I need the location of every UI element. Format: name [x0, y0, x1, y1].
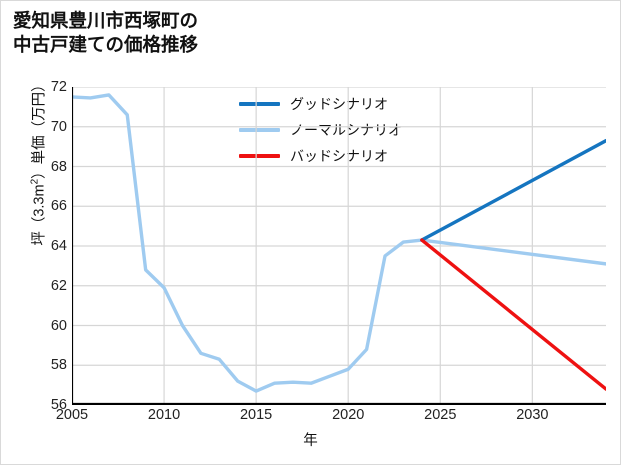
- gridlines: [72, 87, 606, 405]
- y-tick-label: 64: [50, 238, 67, 254]
- y-tick-label: 56: [50, 397, 67, 413]
- x-tick-label: 2020: [332, 407, 365, 423]
- legend-swatch-good: [239, 102, 280, 106]
- y-axis-label-tail: ）単価（万円）: [31, 77, 48, 179]
- y-axis-label-sup: 2: [29, 178, 41, 185]
- x-tick-label: 2030: [516, 407, 549, 423]
- legend-label-good: グッドシナリオ: [290, 96, 388, 112]
- chart-title: 愛知県豊川市西塚町の 中古戸建ての価格推移: [13, 10, 199, 56]
- y-tick-label: 60: [50, 317, 67, 334]
- y-tick-label: 66: [50, 198, 67, 215]
- y-axis-ticks: 56 58 60 62 64 66 68 70 72: [23, 79, 67, 413]
- y-axis-label: 坪（3.3m2）単価（万円）: [28, 37, 49, 287]
- y-tick-label: 70: [50, 118, 67, 135]
- series-line-ノーマルシナリオ: [72, 93, 606, 393]
- series-line-バッドシナリオ: [420, 238, 606, 391]
- x-tick-label: 2005: [55, 407, 89, 423]
- plot-area: [72, 87, 606, 405]
- chart-legend: グッドシナリオ ノーマルシナリオ バッドシナリオ: [239, 91, 429, 169]
- legend-swatch-bad: [239, 154, 280, 158]
- y-tick-label: 72: [50, 79, 67, 95]
- legend-item-good[interactable]: グッドシナリオ: [239, 91, 429, 117]
- legend-swatch-normal: [239, 128, 280, 132]
- y-tick-label: 62: [50, 277, 67, 294]
- y-tick-label: 68: [50, 158, 67, 175]
- series-line-グッドシナリオ: [420, 138, 606, 242]
- x-tick-label: 2025: [424, 407, 457, 423]
- x-axis-ticks: 2005 2010 2015 2020 2025 2030: [56, 407, 606, 431]
- legend-item-normal[interactable]: ノーマルシナリオ: [239, 117, 429, 143]
- chart-canvas: [72, 87, 606, 405]
- legend-label-bad: バッドシナリオ: [290, 148, 388, 164]
- y-axis-label-text: 坪（3.3m: [31, 184, 48, 246]
- x-tick-label: 2015: [239, 407, 273, 423]
- series-lines: [72, 93, 606, 393]
- legend-item-bad[interactable]: バッドシナリオ: [239, 143, 429, 169]
- legend-label-normal: ノーマルシナリオ: [290, 122, 402, 138]
- x-axis-label: 年: [303, 433, 318, 449]
- x-tick-label: 2010: [147, 407, 181, 423]
- y-tick-label: 58: [50, 357, 67, 374]
